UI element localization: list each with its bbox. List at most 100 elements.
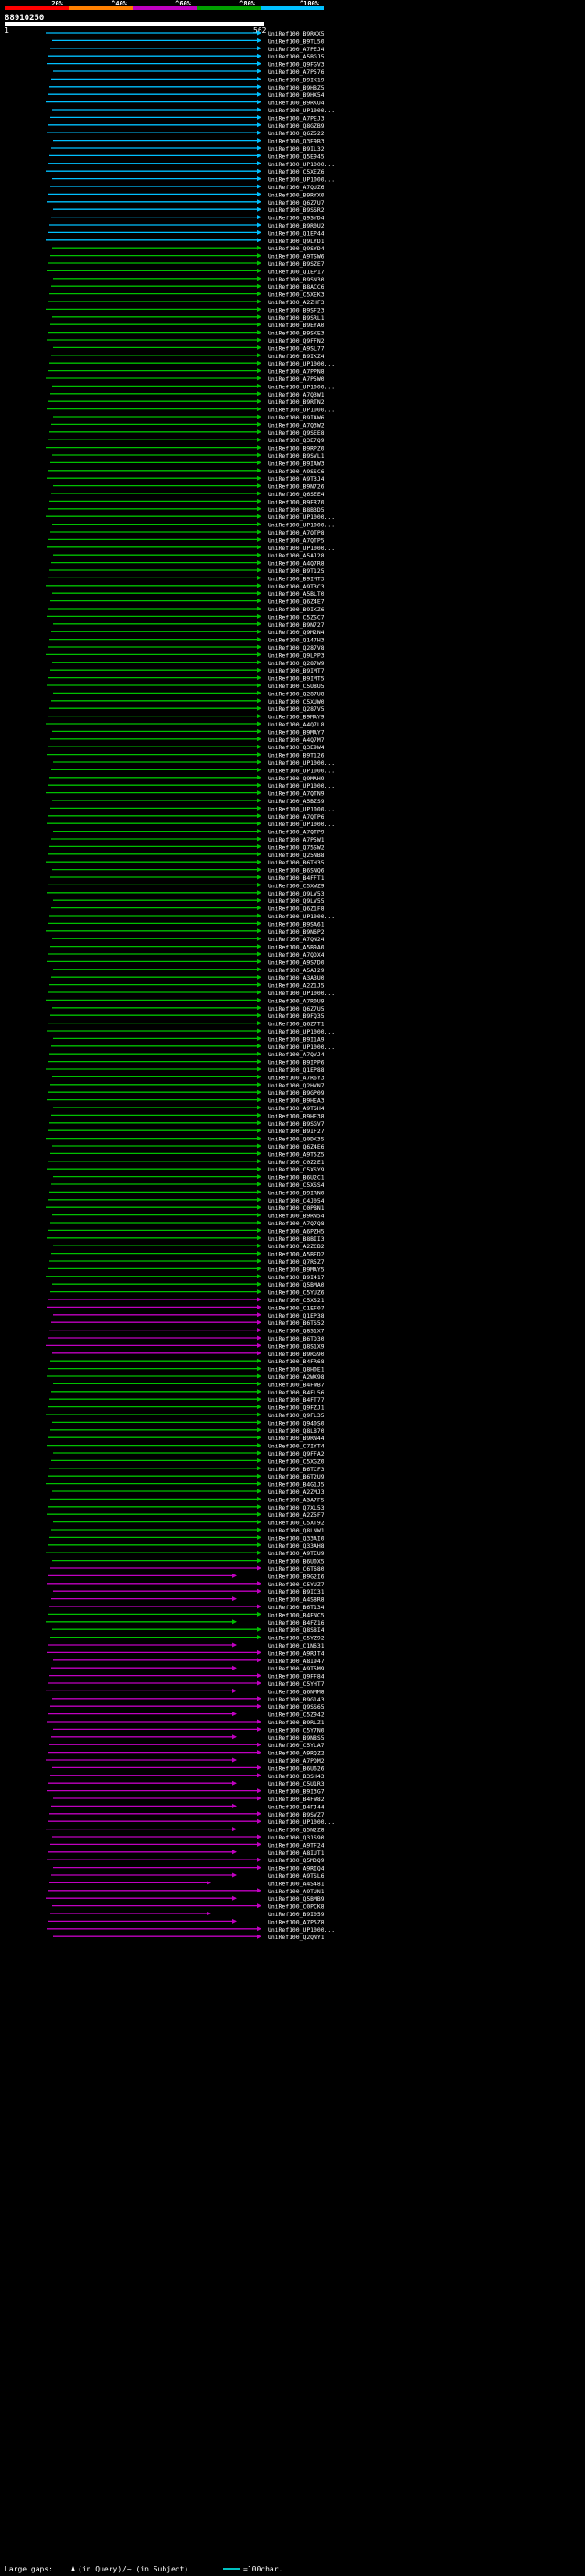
hit-row[interactable]: UniRef100_C5XS21	[48, 1297, 324, 1304]
hit-label[interactable]: UniRef100_UP1000...	[268, 514, 335, 521]
hit-row[interactable]: UniRef100_Q9MAH9	[49, 775, 324, 782]
hit-label[interactable]: UniRef100_Q5E945	[268, 153, 324, 160]
hit-row[interactable]: UniRef100_A7QTP8	[50, 529, 324, 536]
hit-label[interactable]: UniRef100_Q6Z1F8	[268, 906, 324, 913]
hit-label[interactable]: UniRef100_A9TF24	[268, 1841, 324, 1849]
hit-label[interactable]: UniRef100_Q33AH8	[268, 1542, 324, 1550]
hit-row[interactable]: UniRef100_B9GP09	[48, 1089, 324, 1097]
hit-label[interactable]: UniRef100_Q6Z7U5	[268, 1005, 324, 1012]
hit-label[interactable]: UniRef100_B4FJ44	[268, 1803, 324, 1810]
hit-row[interactable]: UniRef100_A9RQZ2	[48, 1750, 324, 1757]
hit-label[interactable]: UniRef100_Q8LNW1	[268, 1527, 324, 1534]
hit-row[interactable]: UniRef100_C5Z942	[48, 1712, 324, 1719]
hit-row[interactable]: UniRef100_A7Q7Q8	[50, 1220, 324, 1227]
hit-row[interactable]: UniRef100_A9TSW6	[50, 253, 324, 260]
hit-row[interactable]: UniRef100_B9HE38	[51, 1112, 324, 1119]
hit-label[interactable]: UniRef100_A7Q7Q8	[268, 1220, 324, 1227]
hit-label[interactable]: UniRef100_B9RLZ1	[268, 1719, 324, 1726]
hit-label[interactable]: UniRef100_Q3E9W4	[268, 744, 324, 751]
hit-row[interactable]: UniRef100_B9T125	[49, 567, 324, 575]
hit-label[interactable]: UniRef100_A2ZHF3	[268, 299, 324, 306]
hit-row[interactable]: UniRef100_B6T2U9	[48, 1473, 324, 1480]
hit-label[interactable]: UniRef100_Q9SYD4	[268, 245, 324, 252]
hit-row[interactable]: UniRef100_Q9LYD1	[46, 238, 324, 245]
hit-label[interactable]: UniRef100_Q5N2Z8	[268, 1827, 324, 1834]
hit-row[interactable]: UniRef100_Q5N2Z8	[46, 1827, 324, 1834]
hit-row[interactable]: UniRef100_B8B3D5	[48, 506, 324, 514]
hit-row[interactable]: UniRef100_A4Q7L8	[46, 721, 324, 728]
hit-row[interactable]: UniRef100_A7P5W0	[46, 376, 324, 383]
hit-row[interactable]: UniRef100_Q1EP17	[47, 268, 324, 275]
hit-row[interactable]: UniRef100_C5XUW0	[51, 698, 324, 705]
hit-label[interactable]: UniRef100_B9HX54	[268, 91, 324, 99]
hit-row[interactable]: UniRef100_A5AJ28	[53, 552, 324, 559]
hit-label[interactable]: UniRef100_B6U2C1	[268, 1174, 324, 1182]
hit-row[interactable]: UniRef100_B6U626	[52, 1765, 324, 1772]
hit-row[interactable]: UniRef100_B9RN54	[52, 1213, 324, 1220]
hit-label[interactable]: UniRef100_C0PCK8	[268, 1903, 324, 1911]
hit-label[interactable]: UniRef100_UP1000...	[268, 1926, 335, 1934]
hit-row[interactable]: UniRef100_A7QVJ4	[49, 1051, 324, 1058]
hit-row[interactable]: UniRef100_A9S7D0	[47, 959, 324, 966]
hit-label[interactable]: UniRef100_B8ACC6	[268, 283, 324, 291]
hit-label[interactable]: UniRef100_Q940S0	[268, 1419, 324, 1426]
hit-row[interactable]: UniRef100_A9TUN1	[48, 1888, 324, 1895]
hit-row[interactable]: UniRef100_B9IL32	[51, 145, 324, 153]
hit-label[interactable]: UniRef100_C5XEZ6	[268, 168, 324, 175]
hit-label[interactable]: UniRef100_Q9FZJ1	[268, 1405, 324, 1412]
hit-label[interactable]: UniRef100_A5BZS9	[268, 798, 324, 805]
hit-row[interactable]: UniRef100_B9SF23	[46, 306, 324, 313]
hit-label[interactable]: UniRef100_B9RKU4	[268, 100, 324, 107]
hit-label[interactable]: UniRef100_Q6NMM8	[268, 1688, 324, 1695]
hit-row[interactable]: UniRef100_A7QDX4	[48, 951, 324, 959]
hit-row[interactable]: UniRef100_Q287U8	[53, 690, 324, 697]
hit-row[interactable]: UniRef100_B9G2I6	[48, 1573, 324, 1580]
hit-label[interactable]: UniRef100_C0Z2E1	[268, 1159, 324, 1166]
hit-label[interactable]: UniRef100_B9MAY5	[268, 1266, 324, 1273]
hit-row[interactable]: UniRef100_Q75SW2	[49, 843, 324, 851]
hit-row[interactable]: UniRef100_Q940S0	[52, 1419, 324, 1426]
hit-row[interactable]: UniRef100_Q6Z7U5	[52, 1005, 324, 1012]
hit-row[interactable]: UniRef100_Q2QNY1	[53, 1934, 324, 1941]
hit-row[interactable]: UniRef100_A7QUZ6	[50, 184, 324, 191]
hit-label[interactable]: UniRef100_C1EF07	[268, 1304, 324, 1311]
hit-row[interactable]: UniRef100_B9SZE7	[48, 260, 324, 268]
hit-label[interactable]: UniRef100_A9T3C3	[268, 583, 324, 590]
hit-label[interactable]: UniRef100_A7QN24	[268, 936, 324, 943]
hit-label[interactable]: UniRef100_A3A7F5	[268, 1496, 324, 1503]
hit-label[interactable]: UniRef100_B3SH43	[268, 1773, 324, 1780]
hit-label[interactable]: UniRef100_A9T3J4	[268, 475, 324, 482]
hit-row[interactable]: UniRef100_B9RN44	[48, 1435, 324, 1442]
hit-label[interactable]: UniRef100_B9HBZ5	[268, 84, 324, 91]
hit-label[interactable]: UniRef100_A7QUZ6	[268, 184, 324, 191]
hit-label[interactable]: UniRef100_Q1EP38	[268, 1312, 324, 1320]
hit-row[interactable]: UniRef100_A2WX98	[47, 1373, 324, 1381]
hit-row[interactable]: UniRef100_C5XEK3	[49, 292, 324, 299]
hit-label[interactable]: UniRef100_A7QTP9	[268, 829, 324, 836]
hit-row[interactable]: UniRef100_B9N726	[53, 483, 324, 491]
hit-row[interactable]: UniRef100_B4FFT1	[50, 875, 324, 882]
hit-row[interactable]: UniRef100_Q31S90	[52, 1834, 324, 1841]
hit-row[interactable]: UniRef100_A4Q7M7	[50, 737, 324, 744]
hit-row[interactable]: UniRef100_C1N631	[48, 1642, 324, 1649]
hit-row[interactable]: UniRef100_A7Q3W2	[51, 421, 324, 429]
hit-label[interactable]: UniRef100_B9IAW3	[268, 460, 324, 467]
hit-label[interactable]: UniRef100_A7R6Y3	[268, 1074, 324, 1081]
hit-row[interactable]: UniRef100_Q8S8I4	[52, 1627, 324, 1634]
hit-label[interactable]: UniRef100_B9EYA0	[268, 322, 324, 329]
hit-label[interactable]: UniRef100_Q9SYD4	[268, 215, 324, 222]
hit-row[interactable]: UniRef100_B9SVL1	[52, 452, 324, 460]
hit-row[interactable]: UniRef100_C0PBN1	[46, 1204, 324, 1212]
hit-label[interactable]: UniRef100_B4G1J5	[268, 1481, 324, 1489]
hit-label[interactable]: UniRef100_C5YZ92	[268, 1635, 324, 1642]
hit-row[interactable]: UniRef100_A7QTP6	[48, 813, 324, 821]
hit-row[interactable]: UniRef100_B4G1J5	[46, 1481, 324, 1489]
hit-row[interactable]: UniRef100_Q1EP44	[48, 229, 324, 237]
hit-row[interactable]: UniRef100_Q9M2N4	[51, 629, 324, 636]
hit-label[interactable]: UniRef100_B9T126	[268, 752, 324, 759]
hit-label[interactable]: UniRef100_B9MAY7	[268, 728, 324, 736]
hit-row[interactable]: UniRef100_A7QTP5	[48, 536, 324, 544]
hit-row[interactable]: UniRef100_A7PDM2	[46, 1757, 324, 1765]
hit-row[interactable]: UniRef100_C5U1R3	[48, 1780, 324, 1787]
hit-row[interactable]: UniRef100_UP1000...	[51, 1044, 335, 1051]
